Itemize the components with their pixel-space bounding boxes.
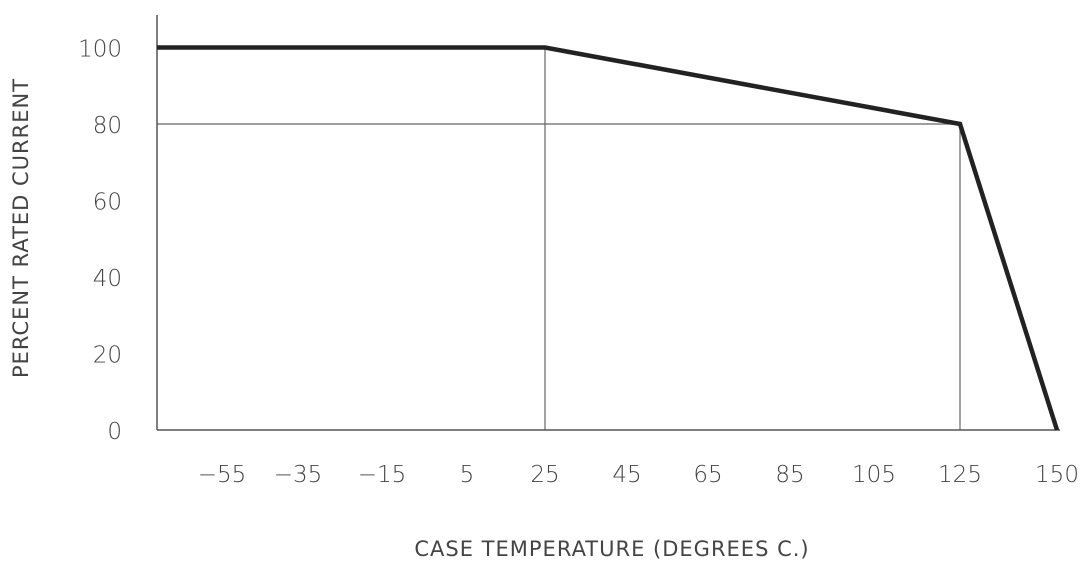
- y-tick-label: 0: [107, 419, 122, 445]
- x-tick-label: −55: [198, 462, 247, 488]
- series: [157, 45, 1060, 431]
- x-axis-title: CASE TEMPERATURE (DEGREES C.): [414, 537, 809, 561]
- x-tick-labels: −55 −35 −15 5 25 45 65 85 105 125 150: [198, 462, 1079, 488]
- x-tick-label: 5: [460, 462, 475, 488]
- x-tick-label: −15: [358, 462, 407, 488]
- x-tick-label: 105: [852, 462, 896, 488]
- y-tick-label: 40: [93, 266, 122, 292]
- y-tick-label: 60: [93, 190, 122, 216]
- y-tick-label: 100: [78, 37, 122, 63]
- reference-lines: [157, 47, 961, 430]
- x-tick-label: 85: [775, 462, 804, 488]
- y-axis-title: PERCENT RATED CURRENT: [9, 78, 33, 378]
- x-tick-label: 25: [530, 462, 559, 488]
- x-tick-label: −35: [274, 462, 323, 488]
- x-tick-label: 45: [612, 462, 641, 488]
- axes: [156, 15, 1060, 431]
- x-tick-label: 150: [1035, 462, 1079, 488]
- y-tick-label: 20: [93, 343, 122, 369]
- y-tick-label: 80: [93, 113, 122, 139]
- derating-curve: [157, 45, 1060, 431]
- y-tick-labels: 100 80 60 40 20 0: [78, 37, 122, 446]
- x-tick-label: 125: [938, 462, 982, 488]
- x-tick-label: 65: [693, 462, 722, 488]
